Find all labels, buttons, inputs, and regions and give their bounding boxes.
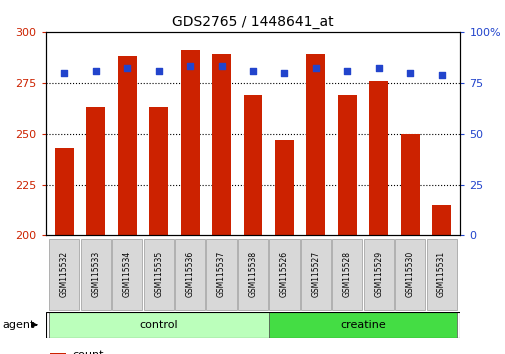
Bar xyxy=(175,239,205,310)
Text: control: control xyxy=(139,320,178,330)
Bar xyxy=(149,107,168,354)
Text: count: count xyxy=(72,350,104,354)
Text: GSM115536: GSM115536 xyxy=(185,251,194,297)
Bar xyxy=(180,50,199,354)
Text: GSM115526: GSM115526 xyxy=(279,251,288,297)
Bar xyxy=(431,205,450,354)
Point xyxy=(248,68,257,73)
Title: GDS2765 / 1448641_at: GDS2765 / 1448641_at xyxy=(172,16,333,29)
Bar xyxy=(143,239,173,310)
Bar xyxy=(394,239,424,310)
Point xyxy=(60,70,68,75)
Bar xyxy=(269,239,299,310)
Text: GSM115535: GSM115535 xyxy=(154,251,163,297)
Text: GSM115537: GSM115537 xyxy=(217,251,226,297)
Bar xyxy=(300,239,330,310)
Text: GSM115532: GSM115532 xyxy=(60,251,69,297)
Point xyxy=(280,70,288,75)
Bar xyxy=(369,81,387,354)
Bar xyxy=(363,239,393,310)
Text: creatine: creatine xyxy=(339,320,385,330)
Text: GSM115534: GSM115534 xyxy=(123,251,131,297)
Point xyxy=(155,68,163,73)
Bar xyxy=(118,56,136,354)
Bar xyxy=(243,95,262,354)
Bar xyxy=(237,239,268,310)
Bar xyxy=(274,140,293,354)
Text: GSM115529: GSM115529 xyxy=(374,251,382,297)
Bar xyxy=(81,239,111,310)
Bar xyxy=(426,239,456,310)
Point xyxy=(91,68,99,73)
Bar xyxy=(49,239,79,310)
Bar xyxy=(55,148,74,354)
Bar xyxy=(48,312,268,338)
Point xyxy=(311,66,319,72)
Text: GSM115531: GSM115531 xyxy=(436,251,445,297)
Bar xyxy=(112,239,142,310)
Point xyxy=(342,68,350,73)
Bar xyxy=(306,54,325,354)
Bar xyxy=(212,54,231,354)
Point xyxy=(406,70,414,75)
Text: agent: agent xyxy=(3,320,35,330)
Point xyxy=(374,66,382,72)
Bar xyxy=(332,239,362,310)
Text: GSM115530: GSM115530 xyxy=(405,251,414,297)
Bar xyxy=(206,239,236,310)
Bar xyxy=(86,107,105,354)
Bar xyxy=(400,134,419,354)
Bar xyxy=(268,312,457,338)
Text: GSM115527: GSM115527 xyxy=(311,251,320,297)
Point xyxy=(123,66,131,72)
Text: GSM115533: GSM115533 xyxy=(91,251,100,297)
Bar xyxy=(337,95,356,354)
Text: GSM115538: GSM115538 xyxy=(248,251,257,297)
Point xyxy=(186,64,194,69)
Text: GSM115528: GSM115528 xyxy=(342,251,351,297)
Bar xyxy=(49,353,66,354)
Point xyxy=(217,64,225,69)
Point xyxy=(437,72,445,78)
